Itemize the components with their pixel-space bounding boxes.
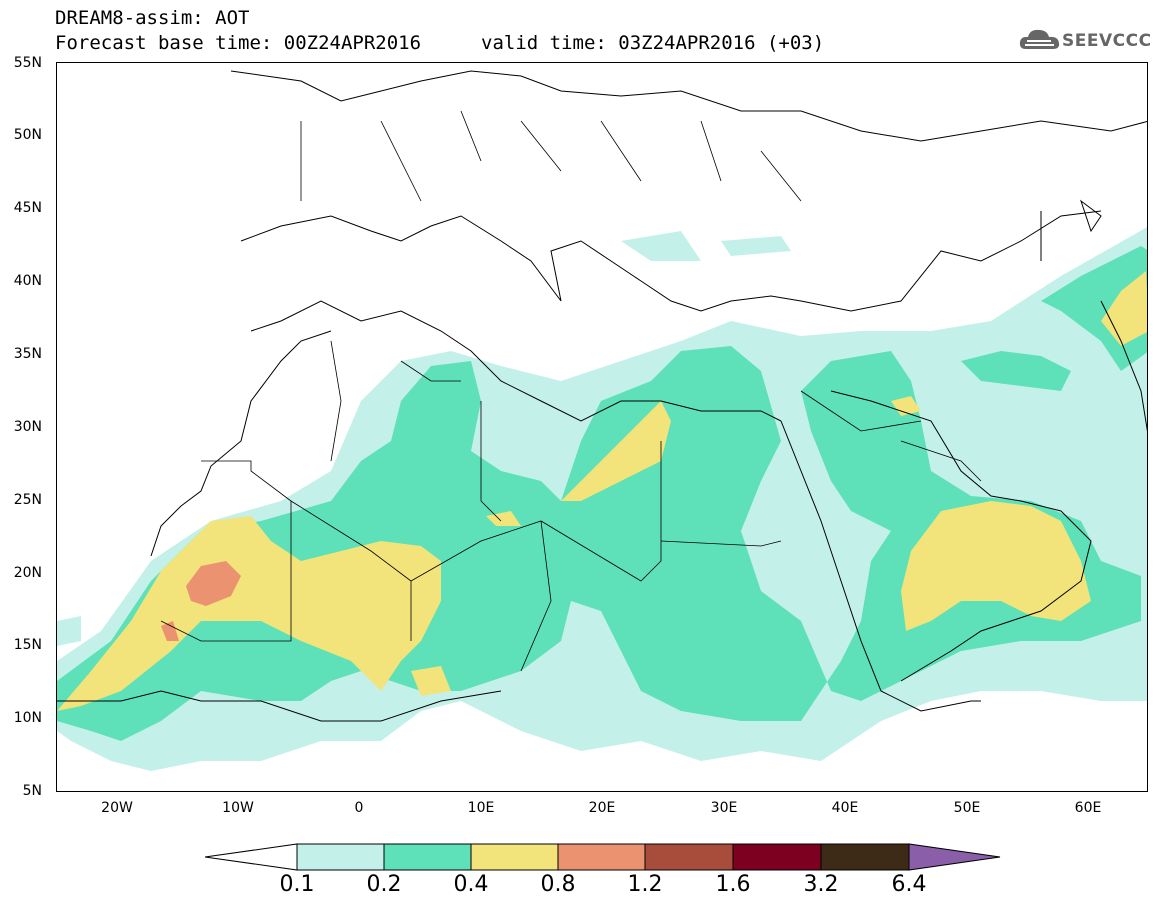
country-borders bbox=[160, 110, 982, 672]
colorbar-bin bbox=[644, 843, 734, 871]
lon-label: 60E bbox=[1074, 800, 1102, 816]
colorbar-label: 1.2 bbox=[627, 872, 663, 897]
lat-label: 15N bbox=[13, 637, 42, 653]
lat-label: 55N bbox=[13, 55, 42, 71]
lat-label: 45N bbox=[13, 200, 42, 216]
valid-time: valid time: 03Z24APR2016 (+03) bbox=[481, 32, 825, 54]
colorbar-bin bbox=[296, 843, 385, 871]
lon-label: 0 bbox=[354, 800, 364, 816]
aot-level-0.8-fill bbox=[161, 561, 241, 641]
lon-label: 30E bbox=[710, 800, 738, 816]
colorbar-label: 0.2 bbox=[366, 872, 402, 897]
lat-label: 5N bbox=[22, 783, 42, 799]
colorbar-bin bbox=[470, 843, 559, 871]
lon-label: 10E bbox=[467, 800, 495, 816]
colorbar-bin bbox=[732, 843, 822, 871]
lat-label: 20N bbox=[13, 565, 42, 581]
lat-label: 35N bbox=[13, 346, 42, 362]
colorbar-label: 3.2 bbox=[803, 872, 839, 897]
coastlines bbox=[57, 70, 1147, 722]
lat-label: 30N bbox=[13, 419, 42, 435]
colorbar-label: 0.8 bbox=[540, 872, 576, 897]
colorbar-bin bbox=[820, 843, 910, 871]
aot-map bbox=[56, 62, 1148, 792]
colorbar-label: 6.4 bbox=[891, 872, 927, 897]
lat-label: 10N bbox=[13, 710, 42, 726]
map-title: DREAM8-assim: AOT bbox=[55, 7, 250, 29]
colorbar-under-arrow bbox=[205, 843, 298, 871]
lat-label: 50N bbox=[13, 127, 42, 143]
colorbar-label: 0.1 bbox=[279, 872, 315, 897]
lat-label: 40N bbox=[13, 273, 42, 289]
colorbar-label: 1.6 bbox=[715, 872, 751, 897]
colorbar-over-arrow bbox=[908, 843, 1001, 871]
lon-label: 50E bbox=[953, 800, 981, 816]
lon-label: 40E bbox=[831, 800, 859, 816]
colorbar-label: 0.4 bbox=[453, 872, 489, 897]
lon-label: 20W bbox=[101, 800, 133, 816]
lat-label: 25N bbox=[13, 492, 42, 508]
colorbar-bin bbox=[557, 843, 646, 871]
colorbar bbox=[205, 843, 1001, 871]
logo-text: SEEVCCC bbox=[1062, 31, 1152, 51]
cloud-icon bbox=[1019, 29, 1060, 49]
lon-label: 20E bbox=[588, 800, 616, 816]
aot-level-0.4-fill bbox=[57, 271, 1147, 711]
seevccc-logo bbox=[1018, 25, 1158, 53]
forecast-base-time: Forecast base time: 00Z24APR2016 bbox=[55, 32, 422, 54]
lon-label: 10W bbox=[222, 800, 254, 816]
map-canvas bbox=[57, 70, 1147, 771]
colorbar-bin bbox=[383, 843, 472, 871]
